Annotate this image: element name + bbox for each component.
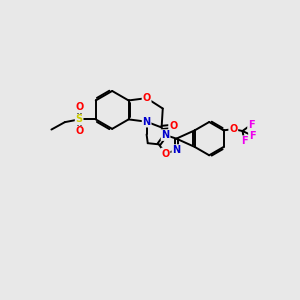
Text: S: S xyxy=(76,114,83,124)
Text: O: O xyxy=(161,148,170,159)
Text: N: N xyxy=(172,145,180,155)
Text: O: O xyxy=(142,93,151,103)
Text: O: O xyxy=(229,124,237,134)
Text: F: F xyxy=(241,136,248,146)
Text: F: F xyxy=(248,119,255,130)
Text: O: O xyxy=(75,126,83,136)
Text: O: O xyxy=(75,102,83,112)
Text: N: N xyxy=(161,130,169,140)
Text: F: F xyxy=(249,130,256,141)
Text: O: O xyxy=(169,121,177,131)
Text: N: N xyxy=(142,117,151,127)
